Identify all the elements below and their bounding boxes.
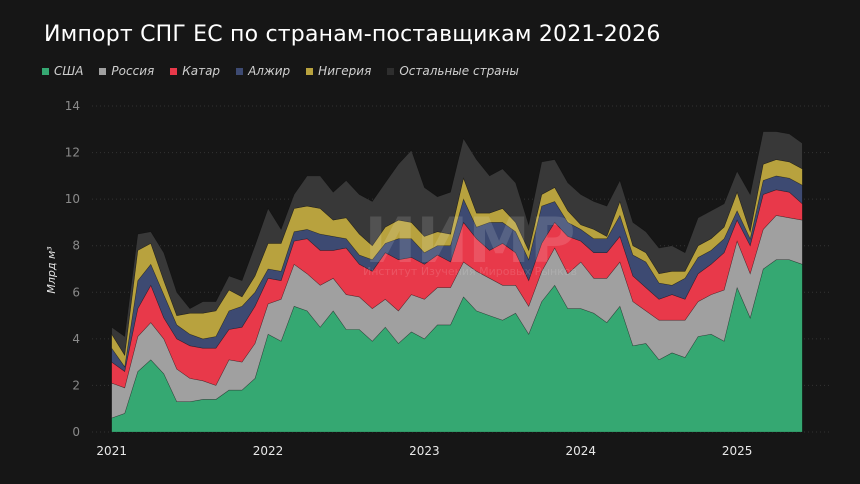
- legend-label: Остальные страны: [399, 64, 519, 78]
- watermark: ИИМР Институт Изучения Мировых Рынков: [363, 204, 577, 278]
- legend-label: Нигерия: [318, 64, 372, 78]
- legend-item-russia: Россия: [99, 64, 154, 78]
- y-tick-label: 4: [72, 332, 80, 346]
- y-tick-label: 2: [72, 378, 80, 392]
- x-tick-label: 2022: [253, 444, 284, 458]
- legend-swatch: [236, 67, 244, 75]
- watermark-logo: ИИМР: [365, 204, 576, 277]
- y-tick-label: 14: [65, 99, 80, 113]
- y-tick-label: 10: [65, 192, 80, 206]
- x-tick-label: 2024: [566, 444, 597, 458]
- legend: США Россия Катар Алжир Нигерия Остальные…: [42, 64, 519, 78]
- legend-label: Россия: [111, 64, 155, 78]
- y-tick-label: 12: [65, 146, 80, 160]
- legend-swatch: [306, 67, 314, 75]
- watermark-caption: Институт Изучения Мировых Рынков: [363, 265, 577, 278]
- y-tick-label: 8: [72, 239, 80, 253]
- y-axis-label: Млрд м³: [45, 246, 58, 294]
- chart-title: Импорт СПГ ЕС по странам-поставщикам 202…: [44, 22, 661, 47]
- legend-label: США: [54, 64, 84, 78]
- legend-item-qatar: Катар: [170, 64, 220, 78]
- legend-swatch: [387, 67, 395, 75]
- y-tick-label: 0: [72, 425, 80, 439]
- legend-swatch: [99, 67, 107, 75]
- y-tick-label: 6: [72, 285, 80, 299]
- legend-label: Алжир: [248, 64, 291, 78]
- x-tick-label: 2025: [722, 444, 753, 458]
- legend-swatch: [42, 67, 49, 75]
- legend-item-nigeria: Нигерия: [306, 64, 371, 78]
- x-tick-label: 2023: [409, 444, 440, 458]
- legend-item-usa: США: [42, 64, 83, 78]
- legend-swatch: [170, 67, 178, 75]
- legend-item-other: Остальные страны: [387, 64, 519, 78]
- area-series-Остальные страны: [111, 131, 803, 357]
- legend-label: Катар: [182, 64, 221, 78]
- legend-item-algeria: Алжир: [236, 64, 290, 78]
- x-tick-label: 2021: [96, 444, 127, 458]
